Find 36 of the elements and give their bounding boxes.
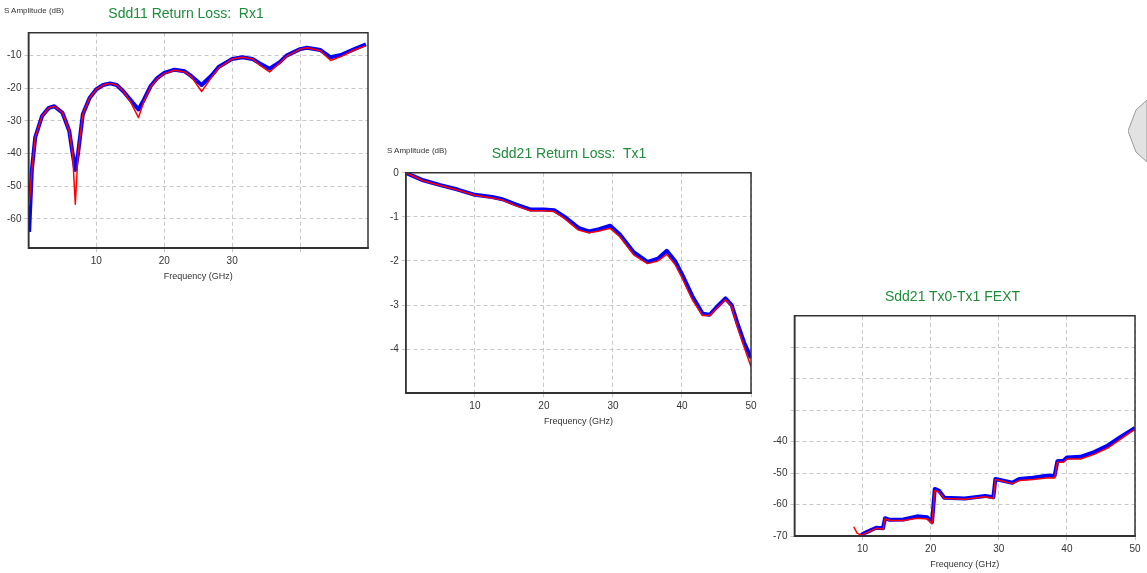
- y-tick-label: -2: [389, 254, 400, 266]
- x-tick-label: 20: [538, 399, 550, 411]
- y-axis-title: S Amplitude (dB): [4, 6, 65, 15]
- x-tick-label: 10: [469, 399, 481, 411]
- x-axis-title: Frequency (GHz): [543, 416, 613, 427]
- chart-title: Sdd21 Return Loss: Tx1: [491, 145, 647, 162]
- y-tick-label: -60: [7, 212, 22, 224]
- y-tick-label: -10: [7, 49, 22, 61]
- chart-title: Sdd21 Tx0-Tx1 FEXT: [884, 288, 1021, 305]
- y-tick-label: -60: [773, 498, 788, 510]
- y-tick-label: -1: [389, 210, 400, 222]
- x-tick-label: 30: [607, 399, 619, 411]
- y-tick-label: -40: [773, 435, 788, 447]
- y-tick-label: -70: [773, 529, 788, 541]
- chart-title: Sdd11 Return Loss: Rx1: [108, 5, 264, 22]
- y-tick-label: -50: [773, 466, 788, 478]
- x-tick-label: 20: [925, 542, 937, 554]
- y-axis-title: S Amplitude (dB): [387, 146, 448, 155]
- x-tick-label: 40: [1061, 542, 1073, 554]
- y-tick-label: -50: [7, 179, 22, 191]
- y-tick-label: -20: [7, 82, 22, 94]
- y-tick-label: -4: [389, 342, 400, 354]
- x-tick-label: 10: [857, 542, 869, 554]
- x-axis-title: Frequency (GHz): [163, 271, 233, 282]
- x-tick-label: 30: [993, 542, 1005, 554]
- x-tick-label: 40: [676, 399, 688, 411]
- x-tick-label: 20: [158, 254, 171, 266]
- y-tick-label: -30: [7, 114, 22, 126]
- x-tick-label: 30: [226, 254, 239, 266]
- x-tick-label: 50: [745, 399, 757, 411]
- x-axis-title: Frequency (GHz): [930, 559, 1000, 570]
- y-tick-label: 0: [393, 166, 400, 178]
- x-tick-label: 10: [90, 254, 103, 266]
- y-tick-label: -3: [389, 298, 400, 310]
- x-tick-label: 50: [1129, 542, 1141, 554]
- y-tick-label: -40: [7, 147, 22, 159]
